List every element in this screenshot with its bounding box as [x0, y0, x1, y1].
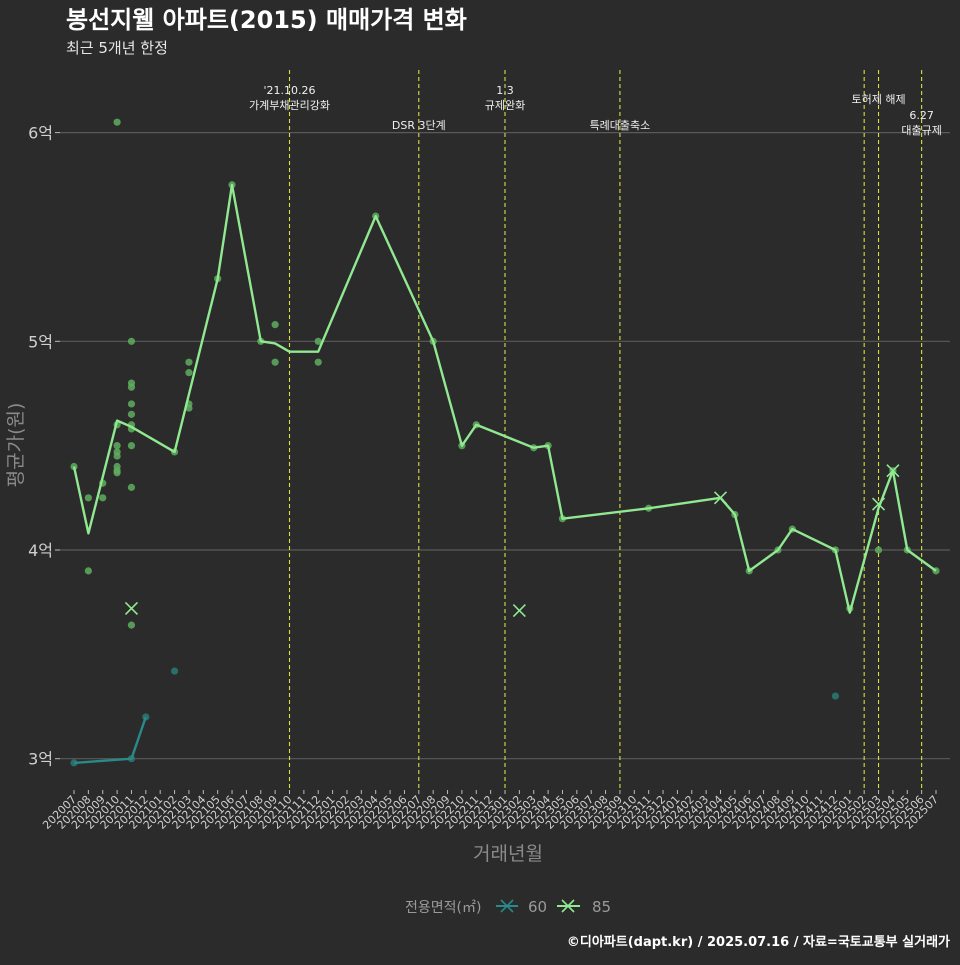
data-point: [314, 358, 322, 366]
event-label: 가계부채관리강화: [249, 99, 330, 112]
data-point: [99, 494, 107, 502]
cross-marker: [886, 464, 900, 478]
legend-title: 전용면적(㎡): [405, 900, 481, 916]
data-point: [113, 469, 121, 477]
data-point: [113, 118, 121, 126]
y-tick-label: 5억: [28, 332, 53, 351]
data-point: [271, 321, 279, 329]
legend-marker-85: [557, 899, 580, 913]
event-label: DSR 3단계: [392, 119, 446, 132]
event-label: 1.3: [496, 84, 514, 97]
data-point: [185, 358, 193, 366]
cross-marker: [871, 497, 886, 511]
y-tick-label: 6억: [28, 124, 53, 143]
data-point: [84, 567, 92, 575]
data-point: [127, 383, 136, 391]
series-60: [70, 667, 840, 767]
data-point: [113, 442, 121, 450]
cross-marker: [713, 491, 728, 505]
legend: 전용면적(㎡) 60 85: [405, 898, 611, 916]
data-point: [831, 692, 840, 700]
x-axis-label: 거래년월: [473, 843, 543, 865]
y-tick-label: 3억: [28, 750, 53, 769]
series-line-85: [72, 183, 937, 614]
data-point: [127, 410, 136, 418]
data-point: [127, 400, 136, 408]
y-tick-label: 4억: [28, 541, 53, 560]
data-point: [271, 358, 279, 366]
y-axis-ticks: 3억 4억 5억 6억: [28, 124, 60, 769]
legend-label-85: 85: [592, 898, 611, 916]
series-layer: [70, 118, 940, 767]
data-point: [84, 494, 92, 502]
footer-credit: ©디아파트(dapt.kr) / 2025.07.16 / 자료=국토교통부 실…: [567, 934, 950, 950]
data-point: [170, 667, 179, 675]
legend-marker-60: [496, 899, 518, 913]
data-point: [113, 452, 121, 460]
chart-subtitle: 최근 5개년 한정: [66, 39, 168, 57]
event-label: 토허제 해제: [851, 92, 905, 106]
series-85: [70, 118, 940, 629]
event-label: 6.27: [909, 109, 934, 122]
cross-marker: [512, 603, 526, 618]
data-point: [127, 483, 136, 491]
data-point: [127, 442, 136, 450]
data-point: [314, 337, 322, 345]
event-label: 특례대출축소: [590, 119, 651, 132]
x-axis-ticks: 2020072020082020092020102020112020122021…: [40, 790, 941, 832]
series-line-60: [73, 716, 147, 765]
event-label: '21.10.26: [263, 84, 315, 97]
data-point: [127, 337, 136, 345]
event-label: 규제완화: [485, 99, 525, 112]
data-point: [185, 369, 193, 377]
data-point: [874, 546, 883, 554]
legend-label-60: 60: [528, 898, 547, 916]
cross-marker: [124, 601, 139, 616]
data-point: [127, 621, 136, 629]
event-label: 대출규제: [901, 124, 941, 137]
y-axis-label: 평균가(원): [5, 403, 27, 488]
chart-title: 봉선지웰 아파트(2015) 매매가격 변화: [66, 6, 467, 34]
